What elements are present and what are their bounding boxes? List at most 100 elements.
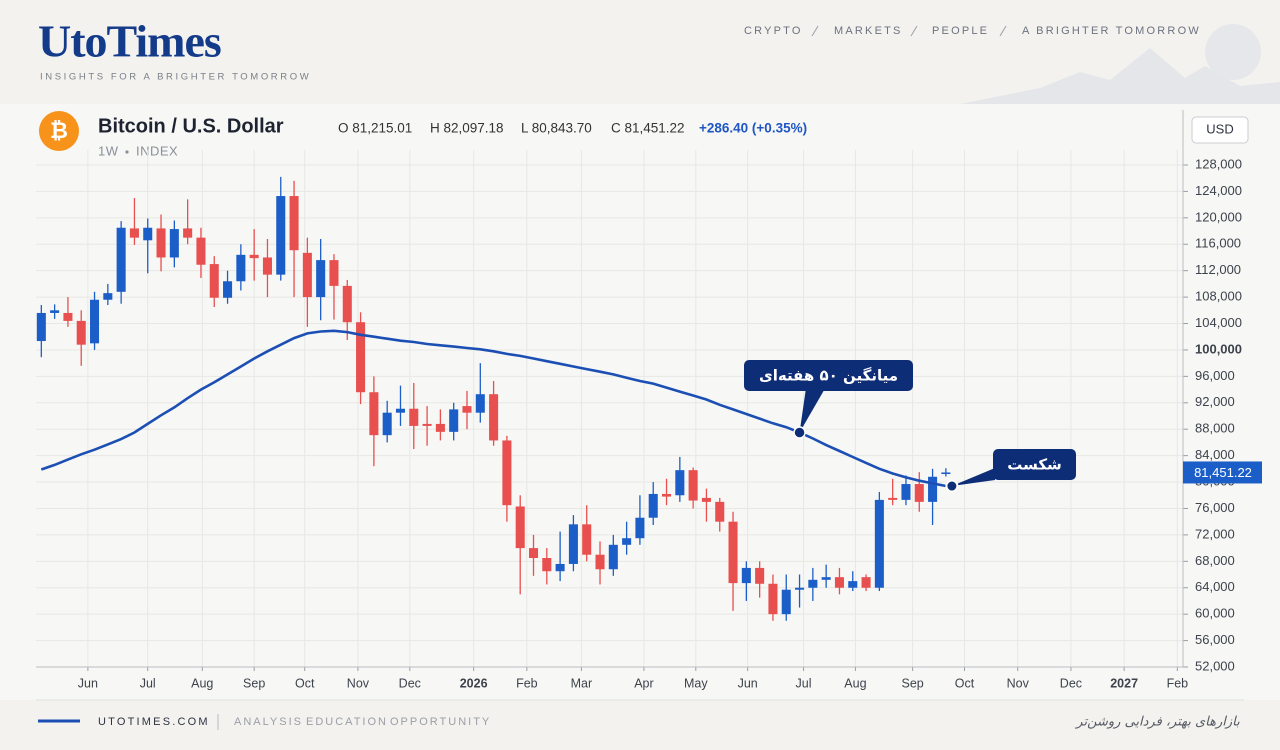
candle-body: [183, 228, 193, 238]
x-tick-label: Jun: [78, 676, 98, 690]
candle-body: [449, 409, 459, 432]
candle-body: [834, 577, 844, 588]
x-tick-label: Jun: [738, 676, 758, 690]
last-price-tag: [1183, 461, 1262, 484]
candle-body: [848, 581, 858, 588]
candle-body: [874, 499, 884, 588]
ohlc-low: L 80,843.70: [521, 121, 592, 136]
nav-separator: [811, 25, 819, 37]
x-tick-label: Dec: [1060, 676, 1082, 690]
breakout-marker: [945, 479, 959, 493]
nav-link[interactable]: CRYPTO: [744, 25, 803, 37]
footer-link[interactable]: EDUCATION: [306, 716, 388, 728]
coin-symbol: ₿: [50, 118, 68, 143]
tagline: INSIGHTS FOR A BRIGHTER TOMORROW: [40, 72, 311, 83]
x-tick-label: Feb: [516, 676, 538, 690]
nav-link[interactable]: A BRIGHTER TOMORROW: [1022, 25, 1201, 37]
candle-body: [928, 476, 938, 502]
x-tick-label: Aug: [844, 676, 866, 690]
candle-body: [502, 440, 512, 506]
x-tick-label: Nov: [347, 676, 370, 690]
candle-body: [821, 577, 831, 580]
x-tick-label: 2027: [1110, 676, 1138, 690]
candle-body: [329, 260, 339, 286]
candle-body: [662, 493, 672, 497]
candle-body: [515, 506, 525, 549]
currency-button[interactable]: [1191, 116, 1249, 144]
coin-icon: [39, 111, 79, 151]
candle-body: [289, 196, 299, 251]
candle-body: [236, 254, 246, 282]
candle-body: [262, 257, 272, 275]
x-tick-label: Nov: [1007, 676, 1030, 690]
x-tick-label: Jul: [796, 676, 812, 690]
candle-body: [741, 567, 751, 584]
footer-link[interactable]: ANALYSIS: [234, 716, 303, 728]
sun-decoration: [1205, 24, 1261, 80]
callout-box: [744, 360, 913, 391]
y-tick-label: 128,000: [1195, 156, 1242, 171]
callout-text: شکست: [1007, 456, 1062, 474]
nav-link[interactable]: MARKETS: [834, 25, 903, 37]
plot-area: 52,000 56,000 60,000 64,000 68,000 72,000 76,0…: [36, 110, 1262, 690]
mountain-decoration: [960, 48, 1280, 104]
x-tick-label: Sep: [901, 676, 923, 690]
candle-body: [342, 285, 352, 323]
candle-body: [422, 423, 432, 426]
candle-body: [728, 521, 738, 584]
candle-body: [76, 320, 86, 345]
candle-body: [103, 293, 113, 300]
candle-body: [316, 260, 326, 298]
y-tick-label: 116,000: [1195, 236, 1241, 251]
candle-body: [143, 227, 153, 241]
price-change: +286.40 (+0.35%): [699, 121, 807, 136]
candle-body: [914, 484, 924, 502]
y-tick-label: 124,000: [1195, 183, 1242, 198]
y-tick-label: 104,000: [1195, 315, 1242, 330]
candle-body: [369, 392, 379, 436]
nav-separator: [999, 25, 1007, 37]
chart-panel: [0, 104, 1280, 700]
x-tick-label: Apr: [634, 676, 653, 690]
candle-body: [36, 312, 46, 342]
footer-link[interactable]: OPPORTUNITY: [390, 716, 491, 728]
candle-body: [302, 252, 312, 298]
candle-body: [489, 394, 499, 441]
candle-body: [648, 493, 658, 518]
footer-site: UTOTIMES.COM: [98, 716, 210, 728]
candle-body: [356, 322, 366, 393]
ohlc-high: H 82,097.18: [430, 121, 504, 136]
candle-body: [688, 470, 698, 501]
x-tick-label: Sep: [243, 676, 265, 690]
candle-body: [528, 548, 539, 559]
candle-body: [675, 470, 685, 496]
callout-box: [993, 449, 1076, 480]
y-tick-label: 100,000: [1195, 341, 1242, 356]
y-tick-label: 76,000: [1195, 500, 1235, 515]
candle-body: [249, 254, 259, 259]
candle-body: [542, 558, 552, 572]
candle-body: [409, 408, 419, 426]
y-tick-label: 52,000: [1195, 658, 1235, 673]
ohlc-open: O 81,215.01: [338, 121, 412, 136]
candle-body: [116, 227, 126, 292]
candle-body: [382, 412, 392, 436]
separator-dot: [125, 150, 129, 154]
x-tick-label: Aug: [191, 676, 213, 690]
nav-separator: [910, 25, 918, 37]
y-tick-label: 72,000: [1195, 526, 1235, 541]
candle-body: [90, 299, 100, 344]
nav-link[interactable]: PEOPLE: [932, 25, 989, 37]
candle-body: [276, 196, 286, 275]
y-tick-label: 108,000: [1195, 289, 1242, 304]
y-tick-label: 68,000: [1195, 553, 1235, 568]
y-tick-label: 84,000: [1195, 447, 1235, 462]
footer-slogan: بازارهای بهتر، فردایی روشن‌تر: [1074, 715, 1240, 730]
x-tick-label: Dec: [399, 676, 421, 690]
candle-body: [63, 312, 73, 321]
currency-label: USD: [1206, 121, 1233, 136]
y-tick-label: 96,000: [1195, 368, 1235, 383]
x-tick-label: Mar: [571, 676, 593, 690]
